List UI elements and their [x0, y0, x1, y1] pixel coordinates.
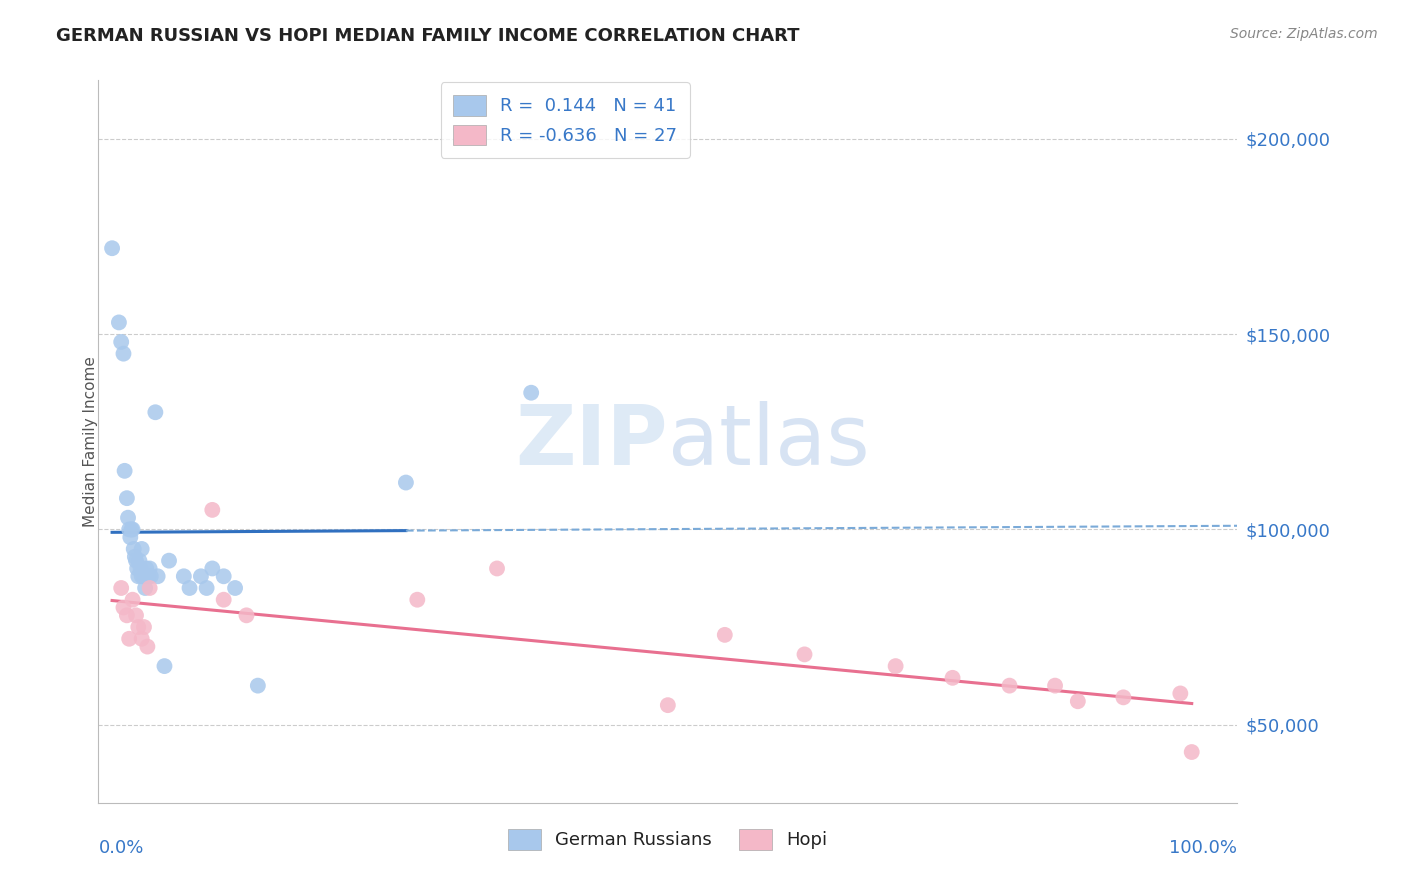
Point: [110, 334, 132, 349]
Point: [406, 592, 429, 607]
Point: [190, 569, 212, 583]
Point: [121, 592, 143, 607]
Point: [520, 385, 543, 400]
Point: [101, 241, 124, 255]
Point: [195, 581, 218, 595]
Point: [657, 698, 679, 713]
Point: [127, 569, 149, 583]
Point: [108, 315, 131, 329]
Point: [131, 569, 153, 583]
Point: [114, 464, 136, 478]
Text: ZIP: ZIP: [516, 401, 668, 482]
Point: [132, 569, 155, 583]
Point: [127, 561, 149, 575]
Point: [145, 405, 167, 419]
Point: [132, 620, 155, 634]
Point: [714, 628, 737, 642]
Point: [121, 523, 143, 537]
Point: [235, 608, 257, 623]
Text: Source: ZipAtlas.com: Source: ZipAtlas.com: [1230, 27, 1378, 41]
Point: [131, 541, 153, 556]
Point: [117, 510, 139, 524]
Point: [395, 475, 418, 490]
Point: [115, 608, 138, 623]
Point: [201, 561, 224, 575]
Point: [1043, 679, 1066, 693]
Text: atlas: atlas: [668, 401, 869, 482]
Point: [125, 554, 148, 568]
Point: [1181, 745, 1204, 759]
Point: [118, 523, 141, 537]
Point: [1170, 686, 1192, 700]
Text: 100.0%: 100.0%: [1170, 838, 1237, 857]
Point: [884, 659, 907, 673]
Point: [201, 503, 224, 517]
Point: [135, 561, 157, 575]
Point: [1067, 694, 1090, 708]
Point: [212, 569, 235, 583]
Point: [173, 569, 195, 583]
Point: [128, 554, 150, 568]
Point: [486, 561, 509, 575]
Point: [110, 581, 132, 595]
Point: [129, 561, 152, 575]
Point: [136, 640, 159, 654]
Point: [153, 659, 176, 673]
Point: [134, 581, 156, 595]
Point: [122, 541, 145, 556]
Point: [998, 679, 1021, 693]
Point: [112, 600, 135, 615]
Point: [115, 491, 138, 505]
Legend: German Russians, Hopi: German Russians, Hopi: [499, 820, 837, 859]
Point: [125, 608, 148, 623]
Point: [157, 554, 180, 568]
Point: [112, 346, 135, 360]
Point: [138, 581, 160, 595]
Point: [146, 569, 169, 583]
Text: GERMAN RUSSIAN VS HOPI MEDIAN FAMILY INCOME CORRELATION CHART: GERMAN RUSSIAN VS HOPI MEDIAN FAMILY INC…: [56, 27, 800, 45]
Point: [120, 530, 142, 544]
Point: [120, 523, 142, 537]
Point: [212, 592, 235, 607]
Text: 0.0%: 0.0%: [98, 838, 143, 857]
Point: [127, 620, 149, 634]
Y-axis label: Median Family Income: Median Family Income: [83, 356, 97, 527]
Point: [1112, 690, 1135, 705]
Point: [124, 549, 146, 564]
Point: [179, 581, 201, 595]
Point: [224, 581, 246, 595]
Point: [246, 679, 269, 693]
Point: [942, 671, 965, 685]
Point: [118, 632, 141, 646]
Point: [138, 561, 160, 575]
Point: [139, 569, 162, 583]
Point: [138, 569, 160, 583]
Point: [131, 632, 153, 646]
Point: [793, 648, 815, 662]
Point: [136, 569, 159, 583]
